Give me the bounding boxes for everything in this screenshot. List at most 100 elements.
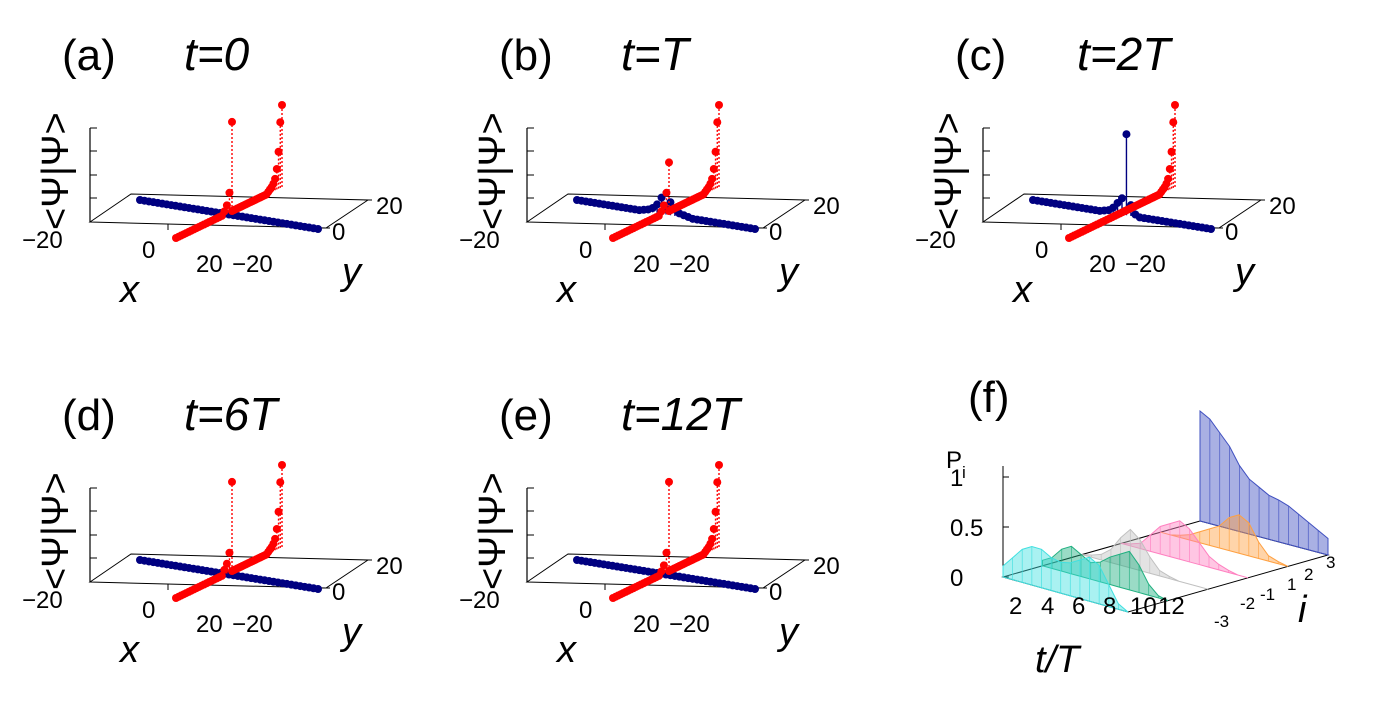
x-tick-label-zero: 0 bbox=[579, 597, 592, 624]
time-label: t=2T bbox=[1077, 28, 1173, 80]
time-label: t=0 bbox=[184, 28, 250, 80]
x-tick-label-zero: 0 bbox=[142, 597, 155, 624]
y-chain-point bbox=[1169, 118, 1178, 127]
y-tick-label-zero: 0 bbox=[332, 219, 345, 246]
transverse-point bbox=[1207, 225, 1215, 233]
y-axis-label: y bbox=[1232, 251, 1256, 293]
y-tick-label-zero: 0 bbox=[769, 219, 782, 246]
y-axis-label: y bbox=[776, 611, 800, 653]
y-tick-label-min: −20 bbox=[669, 611, 710, 638]
y-chain-point bbox=[278, 461, 286, 469]
x-axis-label: x bbox=[555, 269, 578, 311]
time-label: t=6T bbox=[184, 388, 280, 440]
x-chain-point bbox=[665, 158, 673, 167]
z-axis-label: <Ψ|Ψ> bbox=[35, 112, 77, 230]
y-tick-label-max: 20 bbox=[813, 553, 840, 580]
y-chain-point bbox=[713, 478, 722, 487]
y-axis-label: y bbox=[776, 251, 800, 293]
y-tick-label-max: 20 bbox=[1269, 193, 1296, 220]
panel-label: (b) bbox=[499, 31, 553, 80]
y-axis-label: i bbox=[1298, 589, 1308, 631]
x-axis-label: x bbox=[118, 629, 141, 671]
y-chain-point bbox=[276, 478, 285, 487]
panel-f bbox=[1001, 409, 1330, 613]
z-tick-label: 0.5 bbox=[950, 515, 983, 542]
z-tick-label: 0 bbox=[950, 565, 963, 592]
panel-label: (e) bbox=[499, 391, 553, 440]
y-chain-point bbox=[711, 147, 720, 156]
x-chain-point bbox=[665, 477, 673, 486]
panel-e bbox=[525, 461, 809, 602]
panel-label: (d) bbox=[62, 391, 116, 440]
y-axis-label: y bbox=[339, 611, 363, 653]
x-tick-label: 12 bbox=[1158, 593, 1185, 620]
x-chain-point bbox=[228, 117, 236, 126]
surface-i1 bbox=[1121, 520, 1249, 579]
y-tick-label-zero: 0 bbox=[769, 579, 782, 606]
y-chain-point bbox=[715, 461, 723, 469]
transverse-point bbox=[1118, 194, 1126, 203]
z-axis-label: <Ψ|Ψ> bbox=[472, 472, 514, 590]
x-tick-label-min: −20 bbox=[22, 227, 63, 254]
transverse-point bbox=[314, 585, 322, 593]
x-tick-label-min: −20 bbox=[915, 227, 956, 254]
y-tick-label-max: 20 bbox=[813, 193, 840, 220]
x-tick-label: 4 bbox=[1041, 593, 1054, 620]
i-tick-label: 3 bbox=[1326, 553, 1335, 572]
y-tick-label-min: −20 bbox=[232, 611, 273, 638]
y-chain-point bbox=[711, 507, 720, 516]
x-tick-label-zero: 0 bbox=[1035, 237, 1048, 264]
y-tick-label-min: −20 bbox=[232, 251, 273, 278]
transverse-point bbox=[751, 225, 759, 233]
x-tick-label-zero: 0 bbox=[579, 237, 592, 264]
panel-c bbox=[981, 101, 1265, 242]
x-axis-label: t/T bbox=[1035, 639, 1082, 681]
y-tick-label-min: −20 bbox=[1125, 251, 1166, 278]
x-axis-label: x bbox=[118, 269, 141, 311]
x-tick-label: 8 bbox=[1103, 593, 1116, 620]
z-tick-label: 1 bbox=[950, 465, 963, 492]
i-tick-label: -1 bbox=[1260, 585, 1275, 604]
y-chain-point bbox=[274, 147, 283, 156]
x-tick-label-min: −20 bbox=[459, 227, 500, 254]
y-tick-label-max: 20 bbox=[376, 193, 403, 220]
y-chain-point bbox=[274, 507, 283, 516]
z-axis-label: <Ψ|Ψ> bbox=[928, 112, 970, 230]
x-tick-label-min: −20 bbox=[22, 587, 63, 614]
transverse-point bbox=[657, 193, 666, 202]
transverse-point bbox=[1122, 130, 1131, 139]
x-tick-label-max: 20 bbox=[1089, 251, 1116, 278]
z-axis-label: <Ψ|Ψ> bbox=[35, 472, 77, 590]
x-tick-label: 2 bbox=[1009, 593, 1022, 620]
x-axis-label: x bbox=[555, 629, 578, 671]
z-axis-label: P bbox=[946, 447, 962, 474]
z-axis-label: <Ψ|Ψ> bbox=[472, 112, 514, 230]
x-tick-label-max: 20 bbox=[633, 251, 660, 278]
y-chain-point bbox=[278, 101, 286, 109]
x-tick-label-zero: 0 bbox=[142, 237, 155, 264]
y-chain-point bbox=[276, 118, 285, 127]
transverse-point bbox=[653, 200, 662, 209]
y-axis-label: y bbox=[339, 251, 363, 293]
time-label: t=T bbox=[621, 28, 692, 80]
time-label: t=12T bbox=[621, 388, 743, 440]
panel-b bbox=[525, 101, 809, 242]
panel-label: (f) bbox=[968, 373, 1010, 422]
z-axis-label-sub: i bbox=[962, 463, 966, 482]
i-tick-label: -2 bbox=[1240, 594, 1255, 613]
y-chain-point bbox=[1171, 101, 1179, 109]
x-tick-label-max: 20 bbox=[196, 611, 223, 638]
y-tick-label-max: 20 bbox=[376, 553, 403, 580]
y-tick-label-zero: 0 bbox=[1225, 219, 1238, 246]
x-chain-point bbox=[222, 559, 231, 568]
y-tick-label-zero: 0 bbox=[332, 579, 345, 606]
surface-i-3 bbox=[1002, 546, 1129, 613]
x-chain-point bbox=[228, 477, 236, 486]
surface-i2 bbox=[1160, 514, 1289, 567]
x-tick-label-max: 20 bbox=[633, 611, 660, 638]
i-tick-label: -3 bbox=[1214, 612, 1229, 631]
transverse-point bbox=[314, 225, 322, 233]
y-chain-point bbox=[713, 118, 722, 127]
x-axis-label: x bbox=[1011, 269, 1034, 311]
